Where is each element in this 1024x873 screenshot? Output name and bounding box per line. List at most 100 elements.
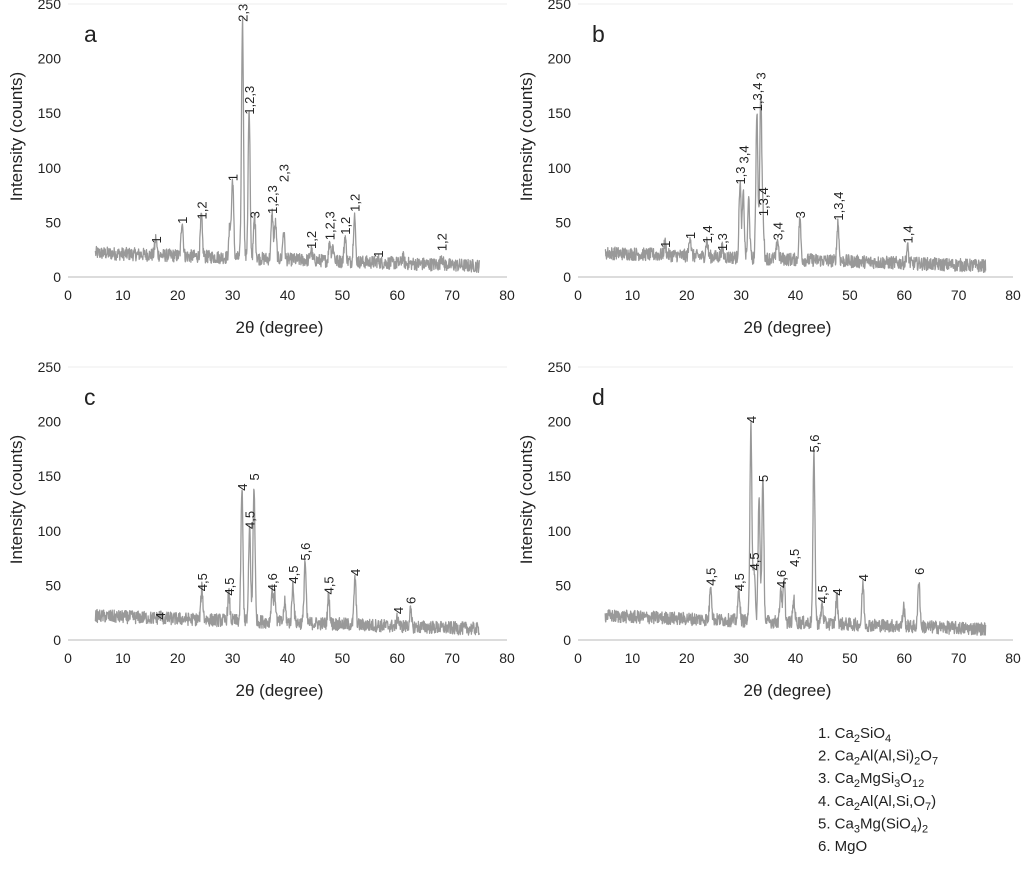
x-tick-label: 40 [788,650,804,666]
peak-label: 6 [912,568,927,575]
peak-label: 4 [391,607,406,614]
y-axis-label: Intensity (counts) [517,435,536,564]
x-axis-label: 2θ (degree) [236,681,324,700]
peak-label: 3 [793,211,808,218]
peak-label: 1,2 [435,233,450,251]
legend-text: Al(Al,Si) [860,748,914,765]
y-tick-label: 100 [38,523,62,539]
x-tick-label: 70 [444,650,460,666]
x-tick-label: 70 [951,650,967,666]
legend-text: MgSi [860,770,894,787]
x-tick-label: 70 [951,287,967,303]
peak-label: 1,3 [715,233,730,251]
x-tick-label: 50 [335,287,351,303]
y-tick-label: 150 [548,105,572,121]
peak-label: 3,4 [771,222,786,240]
peak-label: 4,6 [774,570,789,588]
peak-label: 4 [830,588,845,595]
peak-label: 4 [744,416,759,423]
x-tick-label: 80 [499,650,515,666]
peak-label: 1 [175,217,190,224]
peak-label: 4,5 [815,585,830,603]
peak-label: 1,4 [700,225,715,243]
peak-label: 4,5 [747,552,762,570]
x-axis-label: 2θ (degree) [744,318,832,337]
legend-text: 5. Ca [818,815,855,832]
y-tick-label: 0 [53,632,61,648]
peak-label: 1,3 [733,166,748,184]
y-tick-label: 200 [548,51,572,67]
peak-label: 1,3,4 [831,192,846,221]
y-tick-label: 0 [563,269,571,285]
y-tick-label: 100 [548,523,572,539]
x-tick-label: 40 [788,287,804,303]
peak-label: 4 [856,574,871,581]
x-tick-label: 0 [64,287,72,303]
x-tick-label: 50 [842,650,858,666]
peak-label: 1,2 [347,194,362,212]
y-tick-label: 100 [548,160,572,176]
legend-text: SiO [860,725,885,742]
x-tick-label: 10 [115,650,131,666]
legend-text: Mg(SiO [860,815,911,832]
y-tick-label: 50 [555,577,571,593]
x-tick-label: 60 [896,287,912,303]
x-tick-label: 50 [842,287,858,303]
x-tick-label: 80 [1005,287,1021,303]
peak-label: 4,5 [195,573,210,591]
peak-label: 1,2 [194,201,209,219]
y-tick-label: 250 [38,359,62,375]
peak-label: 4 [235,484,250,491]
peak-label: 4,5 [322,576,337,594]
panel-letter: c [84,384,96,410]
legend-text: 2. Ca [818,748,855,765]
peak-label: 2,3 [277,164,292,182]
x-tick-label: 10 [625,650,641,666]
y-axis-label: Intensity (counts) [517,72,536,201]
peak-label: 3,4 [736,145,751,163]
x-tick-label: 0 [64,650,72,666]
legend-text: 3. Ca [818,770,855,787]
legend-item: 2. Ca2Al(Al,Si)2O7 [818,748,938,768]
peak-label: 1 [226,174,241,181]
x-tick-label: 20 [170,650,186,666]
peak-label: 1,2,3 [265,185,280,214]
legend-text: Al(Al,Si,O [860,793,925,810]
peak-label: 4 [153,612,168,619]
peak-label: 3 [248,211,263,218]
y-tick-label: 250 [548,359,572,375]
y-tick-label: 200 [38,414,62,430]
y-axis-label: Intensity (counts) [7,72,26,201]
y-tick-label: 150 [38,468,62,484]
x-tick-label: 30 [733,287,749,303]
xrd-pattern-line [605,421,985,635]
legend-subscript: 12 [912,778,924,790]
y-tick-label: 50 [45,577,61,593]
x-tick-label: 80 [499,287,515,303]
x-tick-label: 20 [170,287,186,303]
peak-label: 4 [348,569,363,576]
peak-label: 1,3,4 [750,82,765,111]
peak-label: 2,3 [236,4,251,22]
legend-item: 6. MgO [818,838,867,855]
legend-item: 5. Ca3Mg(SiO4)2 [818,815,928,835]
legend-text: O [920,748,932,765]
peak-label: 1,2,3 [323,211,338,240]
peak-label: 4,6 [265,573,280,591]
peak-label: 4,5 [704,568,719,586]
x-tick-label: 80 [1005,650,1021,666]
x-tick-label: 30 [733,650,749,666]
x-tick-label: 40 [280,650,296,666]
peak-label: 1,3,4 [756,187,771,216]
y-tick-label: 100 [38,160,62,176]
x-tick-label: 60 [896,650,912,666]
y-tick-label: 200 [38,51,62,67]
y-tick-label: 250 [548,0,572,12]
peak-label: 6 [403,597,418,604]
legend-subscript: 2 [922,823,928,835]
legend-item: 4. Ca2Al(Al,Si,O7) [818,793,936,813]
x-tick-label: 30 [225,287,241,303]
